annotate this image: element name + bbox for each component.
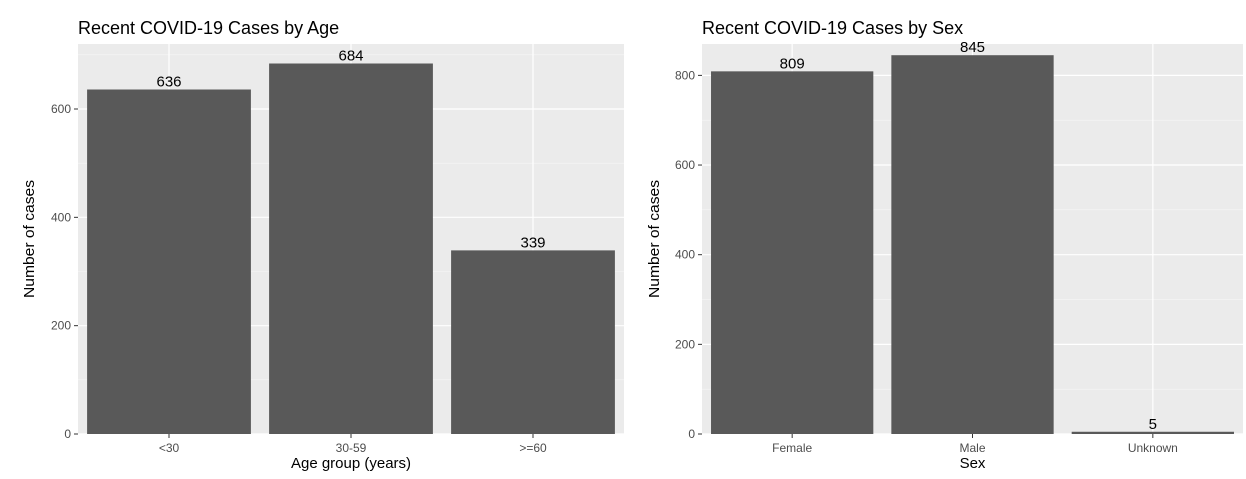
- y-tick-label: 0: [688, 427, 695, 441]
- bar-data-label: 684: [338, 48, 363, 65]
- bar-data-label: 339: [520, 234, 545, 251]
- y-axis-label: Number of cases: [21, 180, 38, 298]
- x-tick-label: <30: [159, 441, 180, 455]
- x-tick-label: Unknown: [1128, 441, 1178, 455]
- chart-panel-age: 0 200 400 600 636 <30 684 30-59 339 >=60 Recent CO…: [21, 18, 624, 472]
- bar: [891, 55, 1054, 434]
- bar-data-label: 636: [156, 74, 181, 91]
- sex-bar-chart: 0 200 400 600 800 809 Female 845 Male 5 Unknown Rec…: [646, 18, 1243, 472]
- x-tick-label: >=60: [519, 441, 547, 455]
- bar: [711, 71, 874, 435]
- bar-data-label: 845: [960, 39, 985, 56]
- x-tick-label: Female: [772, 441, 812, 455]
- bar: [451, 250, 615, 434]
- y-tick-label: 200: [675, 337, 695, 351]
- bar-data-label: 5: [1149, 416, 1157, 433]
- age-bar-chart: 0 200 400 600 636 <30 684 30-59 339 >=60 Recent CO…: [21, 18, 624, 472]
- y-tick-label: 600: [675, 158, 695, 172]
- y-axis-label: Number of cases: [646, 180, 663, 298]
- x-axis-label: Age group (years): [291, 455, 411, 472]
- x-axis-label: Sex: [960, 455, 986, 472]
- bar-data-label: 809: [780, 55, 805, 72]
- y-tick-label: 0: [64, 427, 71, 441]
- bar: [87, 89, 251, 434]
- y-tick-label: 800: [675, 68, 695, 82]
- y-tick-label: 400: [675, 248, 695, 262]
- chart-title: Recent COVID-19 Cases by Age: [78, 18, 339, 38]
- y-tick-label: 200: [51, 319, 71, 333]
- bar: [1071, 431, 1234, 434]
- chart-title: Recent COVID-19 Cases by Sex: [702, 18, 963, 38]
- x-tick-label: Male: [959, 441, 985, 455]
- x-tick-label: 30-59: [336, 441, 367, 455]
- bar: [269, 63, 433, 434]
- chart-panel-sex: 0 200 400 600 800 809 Female 845 Male 5 Unknown Rec…: [631, 0, 1246, 474]
- y-tick-label: 600: [51, 102, 71, 116]
- y-tick-label: 400: [51, 210, 71, 224]
